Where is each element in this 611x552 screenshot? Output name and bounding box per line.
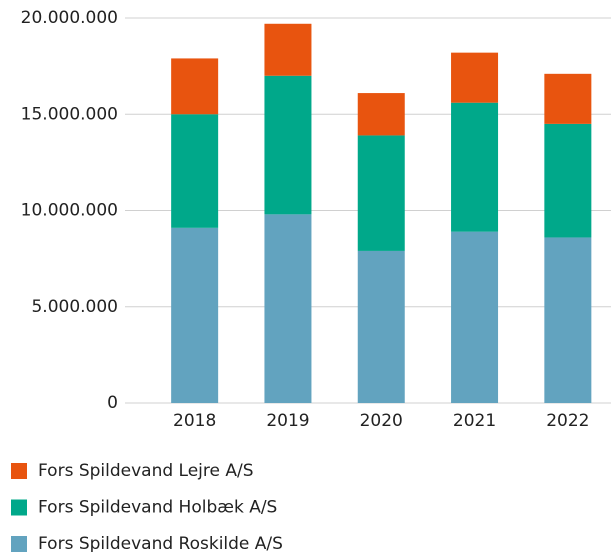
x-tick-label: 2021 <box>453 411 496 431</box>
legend-swatch <box>11 536 27 552</box>
bar-segment <box>171 58 219 115</box>
x-tick-label: 2019 <box>266 411 309 431</box>
y-tick-label: 0 <box>107 393 118 413</box>
bar-segment <box>264 23 312 76</box>
x-tick-label: 2020 <box>360 411 403 431</box>
y-tick-label: 5.000.000 <box>31 297 118 317</box>
bar-segment <box>357 93 405 136</box>
bar-segment <box>451 52 499 103</box>
bar-segment <box>544 123 592 238</box>
bar-segment <box>264 75 312 215</box>
bar-segment <box>357 135 405 251</box>
bar-segment <box>451 102 499 232</box>
bar-segment <box>544 237 592 403</box>
bar-segment <box>357 250 405 403</box>
x-tick-label: 2018 <box>173 411 216 431</box>
bar-segment <box>544 73 592 124</box>
y-tick-label: 15.000.000 <box>21 104 118 124</box>
bar-segment <box>171 114 219 228</box>
legend-label: Fors Spildevand Holbæk A/S <box>38 498 277 518</box>
x-tick-label: 2022 <box>546 411 589 431</box>
legend-label: Fors Spildevand Lejre A/S <box>38 461 254 481</box>
y-tick-label: 20.000.000 <box>21 8 118 28</box>
bar-segment <box>264 214 312 403</box>
bar-segment <box>451 231 499 403</box>
legend-swatch <box>11 499 27 516</box>
legend-swatch <box>11 463 27 479</box>
y-tick-label: 10.000.000 <box>21 201 118 221</box>
bar-segment <box>171 227 219 403</box>
legend-label: Fors Spildevand Roskilde A/S <box>38 534 283 552</box>
